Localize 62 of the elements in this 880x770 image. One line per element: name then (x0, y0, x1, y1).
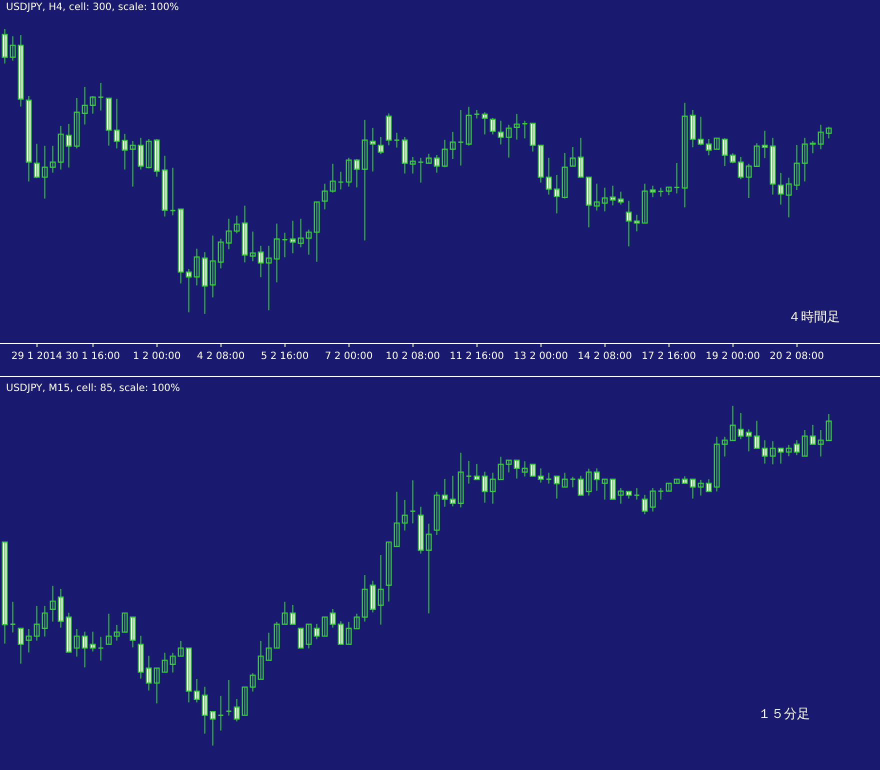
candlestick (450, 475, 456, 507)
candlestick (554, 476, 560, 500)
candlestick (426, 153, 432, 164)
candlestick (322, 616, 328, 637)
candlestick (626, 490, 632, 500)
annotation: １５分足 (758, 707, 810, 722)
candlestick (538, 468, 544, 484)
candlestick (114, 624, 120, 642)
candlestick (714, 138, 720, 150)
candlestick (26, 628, 32, 653)
x-tick-label: 30 1 16:00 (66, 351, 120, 362)
candlestick (778, 448, 784, 464)
x-tick-label: 19 2 00:00 (706, 351, 760, 362)
candlestick (242, 686, 248, 716)
candlestick (218, 695, 224, 732)
candlestick (506, 460, 512, 473)
candlestick (570, 476, 576, 488)
candlestick (98, 82, 104, 112)
candlestick (298, 628, 304, 649)
x-tick-label: 11 2 16:00 (450, 351, 504, 362)
x-tick-label: 4 2 08:00 (196, 351, 245, 362)
candlestick (618, 488, 624, 504)
candlestick (818, 429, 824, 457)
x-tick-label: 1 2 00:00 (132, 351, 181, 362)
candlestick (530, 464, 536, 478)
candlestick (762, 130, 768, 159)
candlestick (634, 488, 640, 500)
candlestick (466, 460, 472, 484)
annotation: ４時間足 (788, 310, 840, 325)
candlestick (546, 472, 552, 484)
candlestick (666, 482, 672, 492)
x-tick-label: 29 1 2014 (11, 351, 62, 362)
x-tick-label: 10 2 08:00 (386, 351, 440, 362)
candlestick (10, 601, 16, 633)
x-tick-label: 13 2 00:00 (514, 351, 568, 362)
candlestick (698, 116, 704, 146)
candlestick (682, 476, 688, 484)
candlestick (810, 140, 816, 154)
candlestick (610, 478, 616, 500)
candlestick (122, 612, 128, 633)
candlestick (290, 220, 296, 254)
candlestick (226, 679, 232, 716)
chart-title: USDJPY, H4, cell: 300, scale: 100% (6, 2, 179, 13)
x-tick-label: 5 2 16:00 (260, 351, 309, 362)
candlestick (370, 127, 376, 172)
x-tick-label: 17 2 16:00 (642, 351, 696, 362)
candlestick (306, 229, 312, 256)
candlestick (674, 478, 680, 484)
x-tick-label: 7 2 00:00 (324, 351, 373, 362)
candlestick (602, 478, 608, 500)
candlestick (442, 478, 448, 508)
chart-title: USDJPY, M15, cell: 85, scale: 100% (6, 383, 180, 394)
candlestick (394, 132, 400, 148)
candlestick (410, 480, 416, 524)
candlestick (666, 186, 672, 196)
candlestick (130, 140, 136, 188)
x-tick-label: 20 2 08:00 (770, 351, 824, 362)
x-tick-label: 14 2 08:00 (578, 351, 632, 362)
candlestick (458, 109, 464, 166)
candlestick (482, 112, 488, 135)
candlestick (514, 113, 520, 140)
candlestick (722, 436, 728, 457)
